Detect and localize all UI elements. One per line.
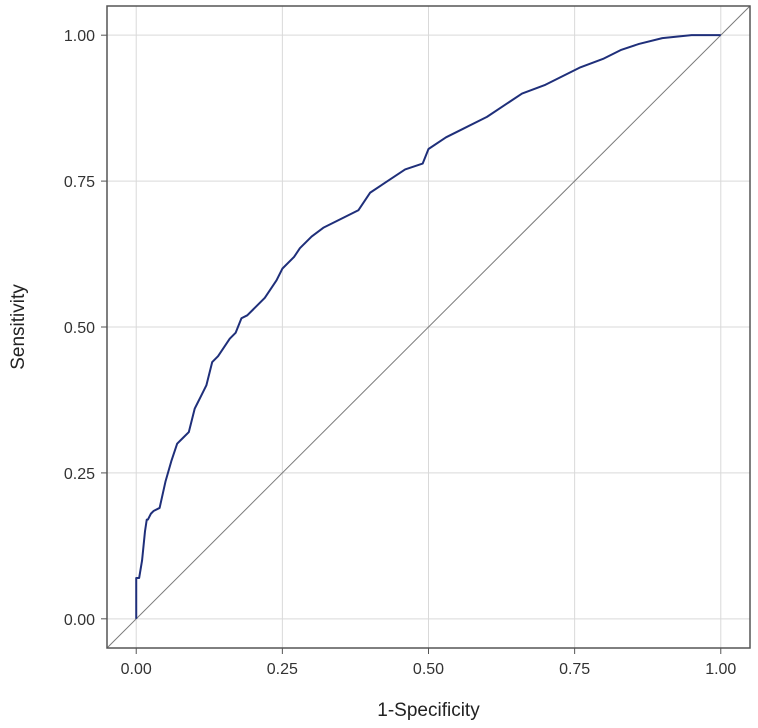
x-tick-label: 0.00 [121, 661, 152, 678]
roc-curve-layer [135, 34, 721, 619]
y-axis-ticks: 0.00 0.25 0.50 0.75 1.00 [64, 28, 107, 629]
reference-diagonal-line [106, 5, 751, 649]
x-tick-label: 0.75 [559, 661, 590, 678]
x-tick-label: 0.25 [267, 661, 298, 678]
x-tick-label: 1.00 [705, 661, 736, 678]
x-axis-title: 1-Specificity [377, 700, 480, 721]
reference-diagonal-layer [106, 5, 751, 649]
y-tick-label: 0.75 [64, 174, 95, 191]
roc-curve-line [135, 34, 721, 619]
y-axis-title: Sensitivity [8, 284, 29, 370]
x-axis-ticks: 0.00 0.25 0.50 0.75 1.00 [121, 648, 736, 678]
y-tick-label: 0.00 [64, 612, 95, 629]
x-tick-label: 0.50 [413, 661, 444, 678]
y-tick-label: 0.50 [64, 320, 95, 337]
y-tick-label: 0.25 [64, 466, 95, 483]
y-tick-label: 1.00 [64, 28, 95, 45]
